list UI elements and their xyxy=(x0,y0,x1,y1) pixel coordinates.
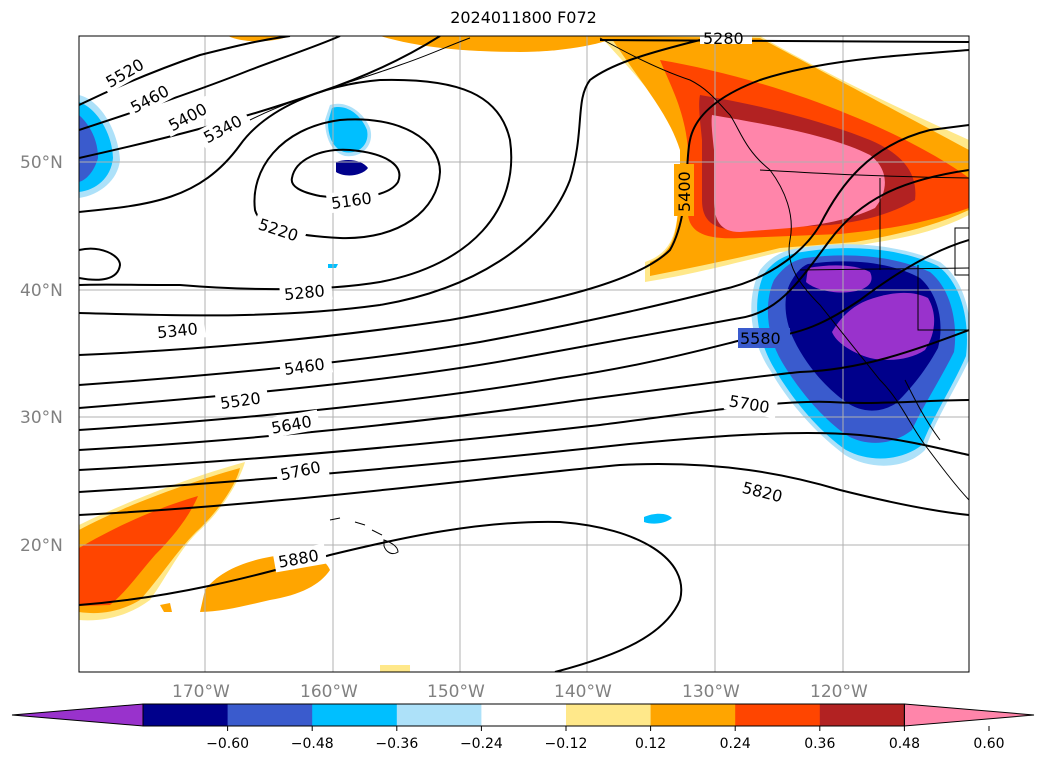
contour-5280-ne xyxy=(599,39,969,43)
colorbar-tick-label: −0.36 xyxy=(375,736,418,752)
colorbar-tick-label: −0.60 xyxy=(206,736,249,752)
colorbar-tick-label: −0.12 xyxy=(545,736,588,752)
contour-5340 xyxy=(79,39,701,317)
shaded-field-layer xyxy=(79,36,969,672)
lat-label: 30°N xyxy=(20,408,63,428)
contour-5400-nw xyxy=(79,36,441,159)
negative-anomaly-sw-purple-e xyxy=(832,292,935,360)
colorbar-bin xyxy=(143,704,229,726)
colorbar-bin xyxy=(312,704,398,726)
contour-label: 5280 xyxy=(703,29,744,48)
colorbar-bin xyxy=(819,704,905,726)
colorbar-extend-low xyxy=(11,703,144,727)
positive-anomaly-top-strip xyxy=(380,36,620,52)
contour-5520-nw xyxy=(79,36,291,106)
contour-label: 5280 xyxy=(283,281,325,304)
contour-5880 xyxy=(79,520,683,672)
map-title: 2024011800 F072 xyxy=(450,8,597,27)
map-frame xyxy=(78,35,970,673)
contour-label: 5340 xyxy=(156,319,198,342)
lon-label: 150°W xyxy=(427,682,485,702)
contour-5520 xyxy=(79,169,969,409)
colorbar: −0.60 −0.48 −0.36 −0.24 −0.12 0.12 0.24 0.36 0.4… xyxy=(11,703,1035,752)
contour-5160 xyxy=(290,148,401,199)
colorbar-extend-high xyxy=(903,703,1035,727)
lon-label: 120°W xyxy=(810,682,868,702)
colorbar-tick-label: 0.36 xyxy=(804,736,835,752)
contour-5220 xyxy=(253,118,442,240)
lon-label: 140°W xyxy=(554,682,612,702)
lon-axis: 170°W 160°W 150°W 140°W 130°W 120°W xyxy=(172,682,868,702)
lon-label: 130°W xyxy=(682,682,740,702)
colorbar-tick-label: 0.12 xyxy=(635,736,666,752)
colorbar-bin xyxy=(735,704,821,726)
colorbar-frame xyxy=(142,703,905,727)
lon-label: 170°W xyxy=(172,682,230,702)
contour-5820 xyxy=(79,463,969,516)
contour-label-layer: 5520 5460 5400 5340 5160 5220 5280 5340 … xyxy=(98,29,792,573)
colorbar-bin xyxy=(396,704,482,726)
negative-anomaly-sw-purple-n xyxy=(806,265,872,293)
colorbar-bin xyxy=(650,704,736,726)
lon-label: 160°W xyxy=(300,682,358,702)
colorbar-bin xyxy=(566,704,652,726)
lat-label: 50°N xyxy=(20,153,63,173)
colorbar-tick-label: −0.48 xyxy=(291,736,334,752)
lat-label: 40°N xyxy=(20,281,63,301)
positive-anomaly-sw-orangered xyxy=(79,496,198,606)
contour-5280-loop xyxy=(79,247,122,281)
contour-5400 xyxy=(79,49,969,356)
colorbar-bin xyxy=(481,704,567,726)
colorbar-bin xyxy=(227,704,313,726)
lat-axis: 50°N 40°N 30°N 20°N xyxy=(20,153,63,556)
contour-5280 xyxy=(79,78,513,291)
contour-label: 5400 xyxy=(675,171,694,212)
contour-5580 xyxy=(79,239,969,431)
contour-5700 xyxy=(79,399,969,471)
lat-label: 20°N xyxy=(20,536,63,556)
colorbar-tick-label: 0.60 xyxy=(973,736,1004,752)
colorbar-tick-label: 0.24 xyxy=(720,736,751,752)
positive-anomaly-nw-pink xyxy=(711,115,885,232)
colorbar-tick-label: 0.48 xyxy=(889,736,920,752)
contour-5460-nw xyxy=(79,36,341,131)
contour-label: 5580 xyxy=(740,329,781,348)
colorbar-tick-label: −0.24 xyxy=(460,736,503,752)
